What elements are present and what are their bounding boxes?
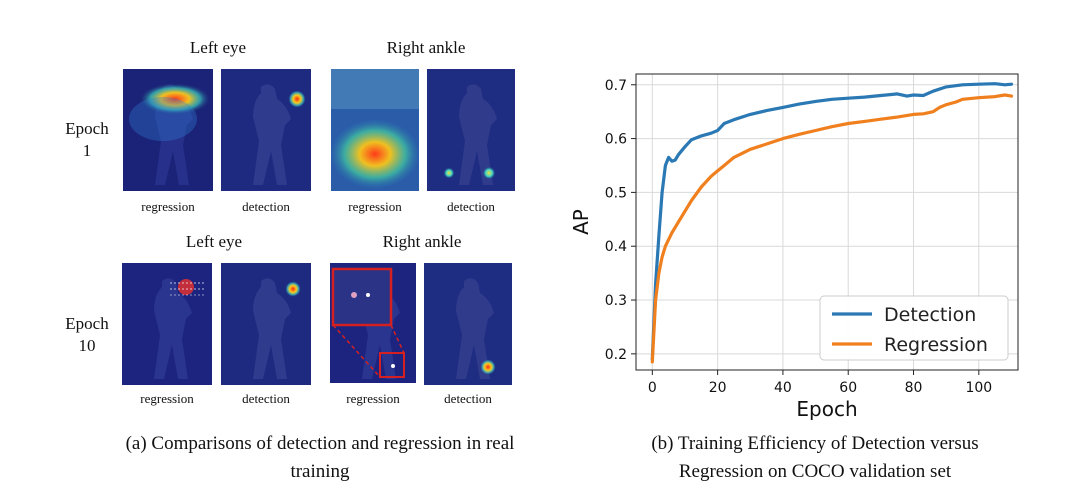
image-label: detection: [444, 391, 492, 406]
heatmap-image-e1-lefteye-detection: [221, 69, 311, 191]
y-tick-label: 0.7: [605, 78, 627, 94]
series-line-detection: [650, 82, 1014, 361]
heatmap-image-e10-rightankle-regression: [330, 263, 416, 383]
col-header-left-eye-epoch10: Left eye: [185, 232, 243, 251]
image-label: regression: [348, 199, 402, 214]
row-label-epoch-1: Epoch 1: [52, 118, 122, 162]
y-tick-label: 0.2: [605, 347, 627, 363]
y-tick-label: 0.3: [605, 293, 627, 309]
epoch-number: 10: [78, 336, 96, 355]
y-tick-label: 0.6: [605, 132, 627, 148]
y-axis-label: AP: [570, 209, 593, 235]
chart-series: [650, 82, 1014, 364]
x-tick-label: 60: [839, 380, 857, 396]
heatmap-image-e10-rightankle-detection: [424, 263, 512, 385]
col-header-right-ankle-epoch10: Right ankle: [382, 232, 462, 251]
heatmap-image-e1-lefteye-regression: [123, 69, 213, 191]
caption-b: (b) Training Efficiency of Detection ver…: [580, 430, 1050, 486]
chart-legend: Detection Regression: [819, 295, 1009, 361]
legend-label-detection: Detection: [884, 304, 976, 326]
heatmap-image-e1-rightankle-detection: [427, 69, 515, 191]
x-tick-label: 80: [905, 380, 923, 396]
caption-a: (a) Comparisons of detection and regress…: [40, 430, 600, 486]
caption-a-line-2: training: [290, 461, 350, 482]
image-label: regression: [140, 391, 194, 406]
chart-ticks: 0 20 40 60 80 100 0.2 0.3 0.4 0.5 0.6 0.7: [605, 78, 992, 396]
epoch-word: Epoch: [65, 314, 109, 333]
col-header-left-eye-epoch1: Left eye: [189, 38, 247, 57]
heatmap-image-e1-rightankle-regression: [331, 69, 419, 191]
epoch-number: 1: [82, 141, 92, 160]
series-line-regression: [650, 93, 1014, 364]
legend-label-regression: Regression: [884, 334, 988, 356]
image-label: detection: [447, 199, 495, 214]
x-axis-label: Epoch: [796, 397, 857, 420]
image-label: regression: [346, 391, 400, 406]
image-label: detection: [242, 199, 290, 214]
x-tick-label: 20: [709, 380, 727, 396]
x-tick-label: 100: [965, 380, 992, 396]
x-tick-label: 0: [648, 380, 657, 396]
caption-a-line-1: (a) Comparisons of detection and regress…: [125, 433, 515, 454]
caption-b-line-2: Regression on COCO validation set: [678, 461, 952, 482]
y-tick-label: 0.5: [605, 185, 627, 201]
row-label-epoch-10: Epoch 10: [52, 313, 122, 357]
caption-b-line-1: (b) Training Efficiency of Detection ver…: [651, 433, 979, 454]
col-header-right-ankle-epoch1: Right ankle: [386, 38, 466, 57]
x-tick-label: 40: [774, 380, 792, 396]
plot-frame: [635, 73, 1019, 371]
epoch-word: Epoch: [65, 119, 109, 138]
image-label: regression: [141, 199, 195, 214]
image-label: detection: [242, 391, 290, 406]
y-tick-label: 0.4: [605, 239, 627, 255]
heatmap-image-e10-lefteye-regression: [122, 263, 212, 385]
heatmap-image-e10-lefteye-detection: [221, 263, 311, 385]
